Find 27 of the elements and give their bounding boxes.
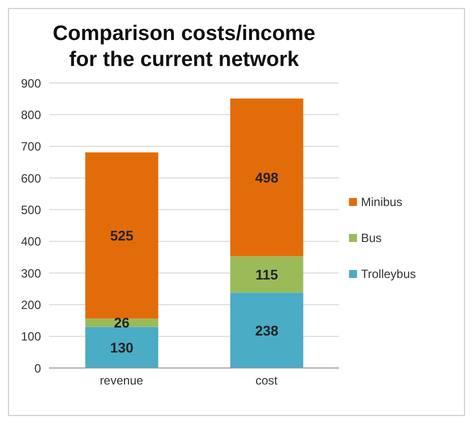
legend-label: Bus bbox=[361, 231, 382, 245]
y-tick-label: 900 bbox=[20, 76, 42, 90]
bar bbox=[85, 152, 158, 319]
y-tick-label: 0 bbox=[34, 361, 42, 376]
y-tick-label: 800 bbox=[20, 108, 42, 122]
data-label: 26 bbox=[114, 314, 130, 331]
x-tick-label: revenue bbox=[100, 374, 144, 388]
bar bbox=[230, 292, 304, 368]
data-label: 525 bbox=[110, 227, 134, 244]
bar bbox=[85, 326, 158, 368]
data-label: 238 bbox=[255, 322, 279, 338]
y-tick-label: 200 bbox=[20, 298, 42, 312]
data-label: 498 bbox=[255, 169, 279, 186]
y-tick-label: 300 bbox=[20, 266, 42, 280]
data-label: 115 bbox=[255, 266, 278, 282]
legend-label: Trolleybus bbox=[361, 267, 416, 281]
bar bbox=[230, 256, 304, 293]
data-label: 130 bbox=[110, 339, 134, 356]
chart-title: Comparison costs/income for the current network bbox=[52, 21, 316, 73]
x-tick-label: cost bbox=[255, 374, 278, 388]
legend-label: Minibus bbox=[361, 195, 402, 209]
bar bbox=[230, 98, 304, 256]
y-tick-label: 100 bbox=[20, 330, 42, 344]
y-tick-label: 500 bbox=[20, 202, 42, 217]
y-tick-label: 700 bbox=[20, 140, 42, 154]
y-tick-label: 600 bbox=[20, 171, 42, 186]
y-tick-label: 400 bbox=[20, 234, 42, 249]
